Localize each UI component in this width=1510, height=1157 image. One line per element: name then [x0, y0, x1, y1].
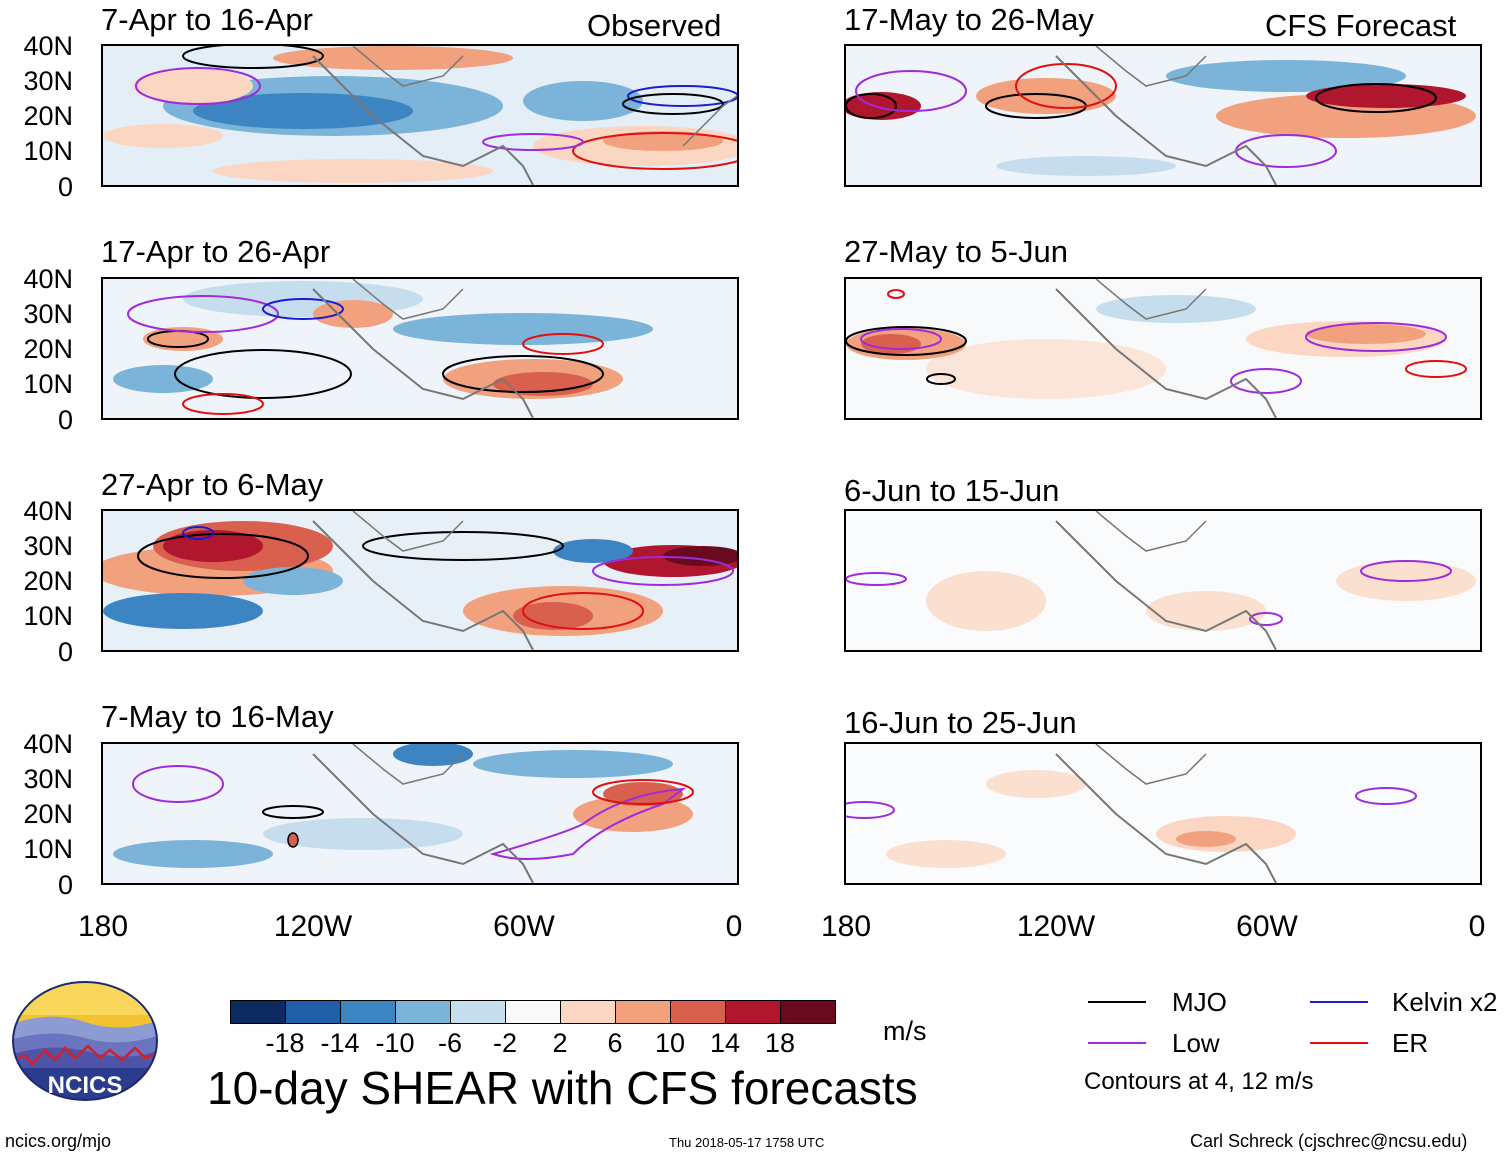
panel-title-obs-4: 7-May to 16-May: [101, 699, 334, 734]
ytick-label: 20N: [23, 566, 73, 596]
ytick-label: 30N: [23, 764, 73, 794]
colorbar-cell: [560, 1000, 616, 1024]
xtick-label-left: 60W: [493, 910, 555, 943]
colorbar-cell: [615, 1000, 671, 1024]
xtick-label-right: 60W: [1236, 910, 1298, 943]
ytick-label: 10N: [23, 369, 73, 399]
legend-swatch-mjo: [1088, 1001, 1146, 1003]
main-title: 10-day SHEAR with CFS forecasts: [207, 1062, 918, 1114]
ytick-label: 10N: [23, 136, 73, 166]
map-panel-obs-3: [101, 509, 739, 652]
legend-swatch-er: [1310, 1042, 1368, 1044]
colorbar-tick-label: -14: [320, 1028, 360, 1058]
xtick-label-right: 120W: [1016, 910, 1096, 943]
ytick-label: 30N: [23, 299, 73, 329]
legend-label-er: ER: [1392, 1028, 1429, 1058]
legend-label-kelvin: Kelvin x2: [1392, 987, 1498, 1017]
colorbar-cell: [395, 1000, 451, 1024]
panel-title-obs-3: 27-Apr to 6-May: [101, 467, 324, 502]
colorbar-tick-label: -6: [437, 1028, 462, 1058]
colorbar-tick-label: 2: [552, 1028, 568, 1058]
colorbar-cell: [725, 1000, 781, 1024]
map-panel-fcst-3: [844, 509, 1482, 652]
ytick-label: 0: [57, 405, 73, 435]
map-panel-fcst-1: [844, 44, 1482, 187]
legend-label-mjo: MJO: [1172, 987, 1227, 1017]
colorbar-cell: [670, 1000, 726, 1024]
ytick-label: 20N: [23, 799, 73, 829]
ytick-label: 40N: [23, 729, 73, 759]
colorbar-cell: [340, 1000, 396, 1024]
colorbar-cell: [780, 1000, 836, 1024]
colorbar-cell: [230, 1000, 286, 1024]
observed-label: Observed: [587, 8, 722, 43]
colorbar-cell: [285, 1000, 341, 1024]
ytick-label: 10N: [23, 601, 73, 631]
panel-title-fcst-2: 27-May to 5-Jun: [844, 234, 1068, 269]
panel-title-obs-1: 7-Apr to 16-Apr: [101, 2, 313, 37]
ytick-label: 30N: [23, 66, 73, 96]
colorbar-tick-label: -2: [492, 1028, 517, 1058]
map-panel-fcst-2: [844, 277, 1482, 420]
ytick-label: 0: [57, 870, 73, 900]
ytick-label: 10N: [23, 834, 73, 864]
xtick-label-left: 0: [725, 910, 743, 943]
colorbar-cell: [450, 1000, 506, 1024]
ytick-label: 0: [57, 637, 73, 667]
footer-credit: Carl Schreck (cjschrec@ncsu.edu): [1190, 1131, 1468, 1151]
map-panel-obs-2: [101, 277, 739, 420]
colorbar-tick-label: 10: [654, 1028, 686, 1058]
xtick-label-left: 180: [77, 910, 129, 943]
ytick-label: 0: [57, 172, 73, 202]
colorbar-tick-label: -18: [265, 1028, 305, 1058]
footer-timestamp: Thu 2018-05-17 1758 UTC: [669, 1135, 825, 1150]
xtick-label-right: 0: [1468, 910, 1486, 943]
ytick-label: 40N: [23, 31, 73, 61]
map-panel-fcst-4: [844, 742, 1482, 885]
colorbar-unit: m/s: [883, 1016, 927, 1046]
legend-swatch-kelvin: [1310, 1001, 1368, 1003]
colorbar-cell: [505, 1000, 561, 1024]
xtick-label-right: 180: [820, 910, 872, 943]
footer-url[interactable]: ncics.org/mjo: [5, 1131, 112, 1151]
colorbar-tick-label: -10: [375, 1028, 415, 1058]
ytick-label: 30N: [23, 531, 73, 561]
map-panel-obs-4: [101, 742, 739, 885]
colorbar-tick-label: 6: [607, 1028, 623, 1058]
ytick-label: 20N: [23, 334, 73, 364]
forecast-label: CFS Forecast: [1265, 8, 1457, 43]
ytick-label: 40N: [23, 496, 73, 526]
xtick-label-left: 120W: [273, 910, 353, 943]
legend-swatch-low: [1088, 1042, 1146, 1044]
panel-title-fcst-3: 6-Jun to 15-Jun: [844, 473, 1060, 508]
ncics-logo-text: NCICS: [47, 1072, 123, 1099]
colorbar-tick-label: 18: [764, 1028, 796, 1058]
ncics-logo: NCICS: [10, 980, 160, 1102]
map-panel-obs-1: [101, 44, 739, 187]
legend-label-low: Low: [1172, 1028, 1220, 1058]
ytick-label: 40N: [23, 264, 73, 294]
legend-note: Contours at 4, 12 m/s: [1084, 1068, 1314, 1095]
panel-title-fcst-4: 16-Jun to 25-Jun: [844, 705, 1077, 740]
ytick-label: 20N: [23, 101, 73, 131]
colorbar-tick-label: 14: [709, 1028, 741, 1058]
panel-title-obs-2: 17-Apr to 26-Apr: [101, 234, 331, 269]
panel-title-fcst-1: 17-May to 26-May: [844, 2, 1094, 37]
